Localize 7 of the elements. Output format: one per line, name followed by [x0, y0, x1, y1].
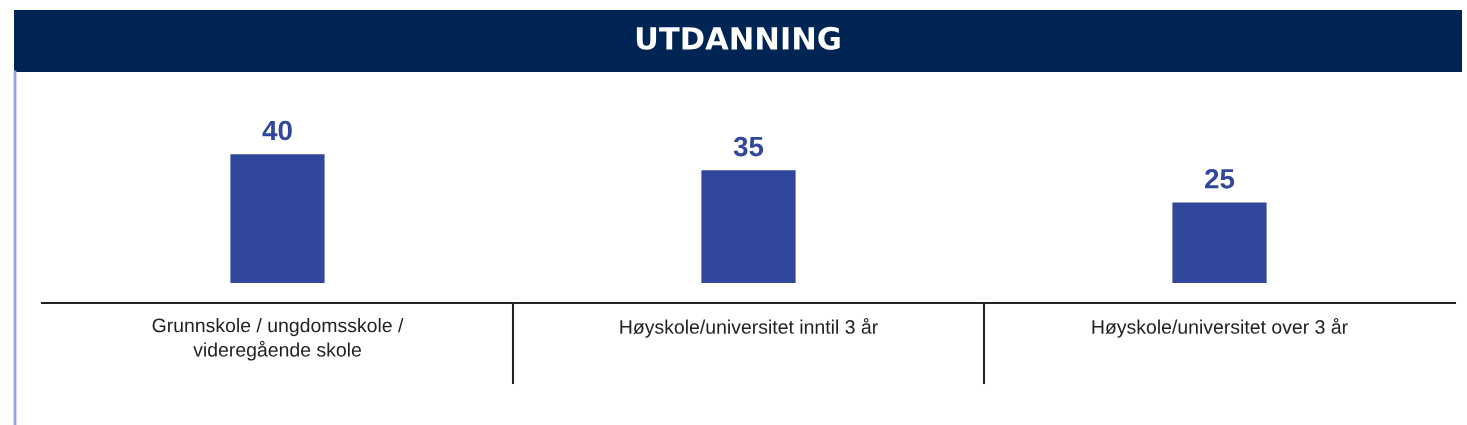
data-label: 40 [262, 120, 292, 141]
x-tick-label: Grunnskole / ungdomsskole / videregående skole [152, 318, 404, 361]
data-label: 35 [733, 136, 764, 157]
x-tick-label: Høyskole/universitet inntil 3 år [620, 318, 878, 338]
x-tick-label: Høyskole/universitet over 3 år [1092, 318, 1348, 338]
data-label: 25 [1205, 168, 1235, 189]
chart-title: UTDANNING [636, 26, 840, 50]
